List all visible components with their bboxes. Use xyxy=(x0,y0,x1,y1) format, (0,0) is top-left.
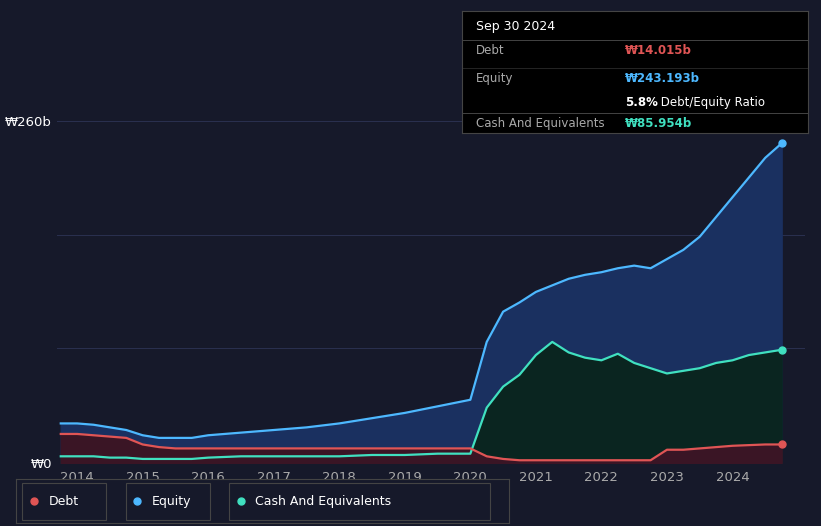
FancyBboxPatch shape xyxy=(126,483,209,520)
Text: ₩243.193b: ₩243.193b xyxy=(625,72,699,85)
Point xyxy=(775,440,788,449)
Point xyxy=(775,139,788,148)
Text: Equity: Equity xyxy=(152,494,191,508)
Text: 5.8%: 5.8% xyxy=(625,96,658,109)
Point xyxy=(775,346,788,354)
Text: Debt: Debt xyxy=(48,494,79,508)
Text: Debt/Equity Ratio: Debt/Equity Ratio xyxy=(658,96,765,109)
Text: Cash And Equivalents: Cash And Equivalents xyxy=(255,494,392,508)
Text: ₩85.954b: ₩85.954b xyxy=(625,117,692,130)
FancyBboxPatch shape xyxy=(229,483,490,520)
Text: Debt: Debt xyxy=(476,44,504,57)
Text: Cash And Equivalents: Cash And Equivalents xyxy=(476,117,604,130)
FancyBboxPatch shape xyxy=(22,483,106,520)
Text: Sep 30 2024: Sep 30 2024 xyxy=(476,19,555,33)
Text: Equity: Equity xyxy=(476,72,513,85)
Text: ₩14.015b: ₩14.015b xyxy=(625,44,691,57)
